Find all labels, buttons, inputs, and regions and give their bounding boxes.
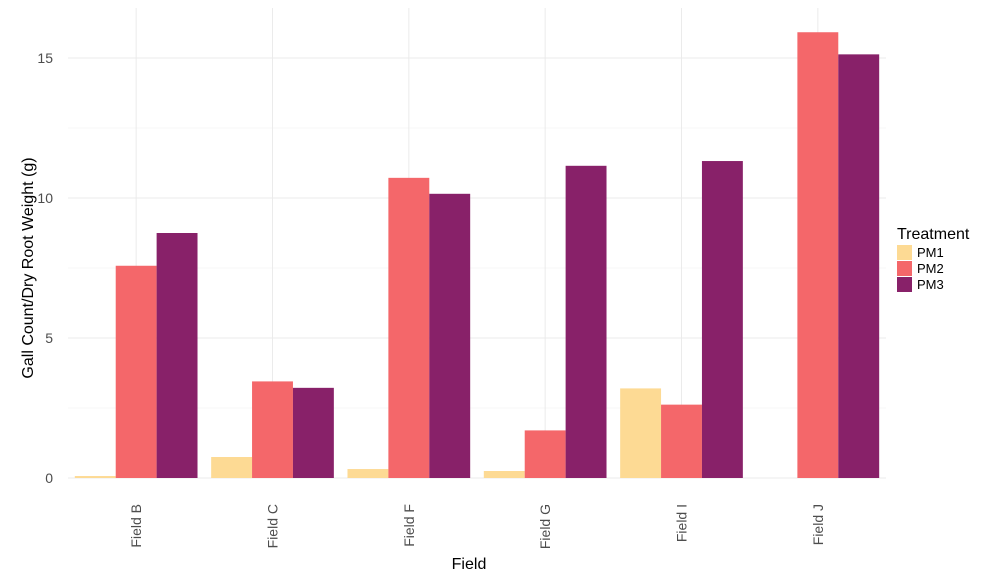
bar-pm1 (74, 476, 116, 478)
bar-pm1 (620, 388, 662, 478)
legend-title: Treatment (897, 226, 970, 243)
legend-key-pm3 (897, 277, 912, 292)
x-tick-label: Field C (265, 504, 281, 548)
x-tick-label: Field J (810, 504, 826, 545)
y-tick-label: 15 (37, 50, 53, 66)
bar-pm1 (211, 457, 253, 478)
x-tick-label: Field G (537, 504, 553, 549)
y-axis-ticks: 0 5 10 15 (37, 50, 53, 486)
legend-label: PM2 (917, 261, 944, 276)
x-tick-label: Field I (674, 504, 690, 542)
x-tick-label: Field B (128, 504, 144, 548)
bar-pm3 (429, 193, 471, 479)
bar-pm3 (156, 233, 198, 478)
bars (74, 32, 880, 479)
legend-label: PM3 (917, 277, 944, 292)
bar-pm2 (115, 265, 157, 478)
bar-pm3 (701, 161, 743, 479)
y-axis-title: Gall Count/Dry Root Weight (g) (20, 157, 37, 378)
y-tick-label: 10 (37, 190, 53, 206)
bar-pm2 (252, 381, 293, 478)
x-tick-label: Field F (401, 504, 417, 547)
bar-pm2 (524, 430, 566, 478)
bar-pm2 (661, 404, 702, 478)
bar-pm3 (565, 165, 607, 479)
y-tick-label: 5 (45, 330, 53, 346)
y-tick-label: 0 (45, 470, 53, 486)
legend-key-pm2 (897, 261, 912, 276)
bar-pm1 (483, 471, 525, 478)
x-axis-ticks: Field B Field C Field F Field G Field I Field… (128, 504, 826, 549)
bar-pm2 (388, 177, 430, 478)
bar-pm1 (347, 469, 389, 478)
bar-pm2 (797, 32, 839, 479)
legend-key-pm1 (897, 245, 912, 260)
x-axis-title: Field (452, 556, 487, 573)
bar-pm3 (292, 387, 334, 478)
legend-label: PM1 (917, 245, 944, 260)
bar-pm3 (838, 54, 880, 479)
